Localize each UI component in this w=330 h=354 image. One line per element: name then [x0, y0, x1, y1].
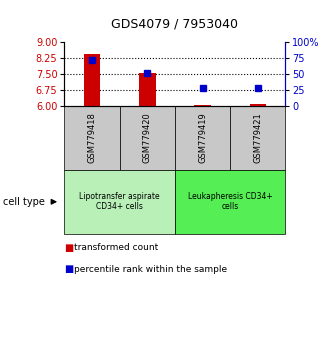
- Text: GSM779421: GSM779421: [253, 113, 262, 164]
- Bar: [194, 104, 211, 106]
- Bar: [175, 106, 230, 170]
- Text: GSM779420: GSM779420: [143, 113, 152, 164]
- Text: cell type: cell type: [3, 197, 45, 207]
- Bar: [230, 106, 285, 170]
- Text: percentile rank within the sample: percentile rank within the sample: [74, 264, 227, 274]
- Bar: [119, 106, 175, 170]
- Text: ■: ■: [64, 243, 74, 253]
- Text: Leukapheresis CD34+
cells: Leukapheresis CD34+ cells: [188, 192, 273, 211]
- Text: GDS4079 / 7953040: GDS4079 / 7953040: [112, 17, 238, 30]
- Bar: [249, 104, 266, 106]
- Bar: [64, 170, 175, 234]
- Text: GSM779418: GSM779418: [87, 113, 96, 164]
- Text: ■: ■: [64, 264, 74, 274]
- Text: GSM779419: GSM779419: [198, 113, 207, 164]
- Text: Lipotransfer aspirate
CD34+ cells: Lipotransfer aspirate CD34+ cells: [79, 192, 160, 211]
- Bar: [139, 73, 155, 106]
- Text: transformed count: transformed count: [74, 243, 158, 252]
- Bar: [84, 54, 100, 106]
- Bar: [175, 170, 285, 234]
- Bar: [64, 106, 120, 170]
